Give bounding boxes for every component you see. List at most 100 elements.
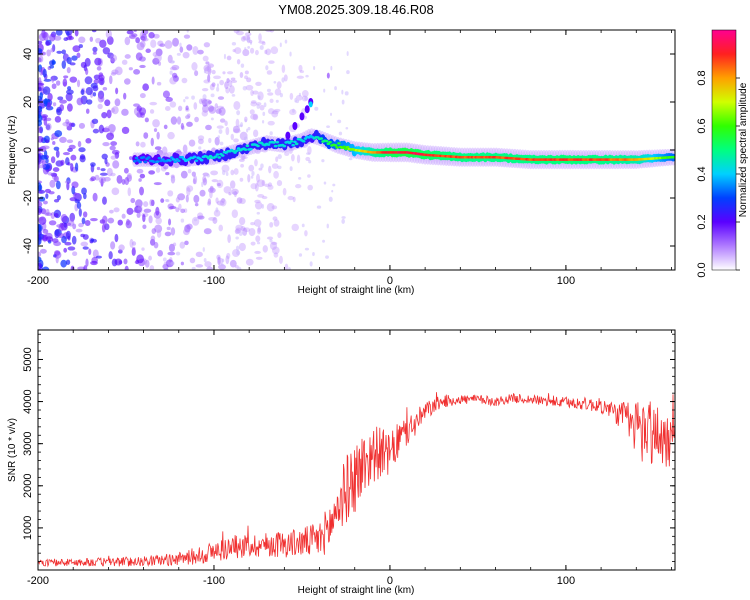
- spectrogram-noise-blob: [38, 127, 43, 133]
- spectrogram-noise-blob: [54, 130, 63, 137]
- spectrogram-noise-blob: [139, 107, 147, 116]
- spectrogram-noise-blob: [203, 79, 211, 84]
- spectrogram-noise-blob: [162, 90, 170, 99]
- spectrogram-noise-blob: [247, 174, 251, 183]
- spectrogram-noise-blob: [51, 60, 56, 65]
- spectrogram-noise-blob: [38, 57, 42, 63]
- spectrogram-noise-blob: [287, 195, 294, 201]
- spectrogram-noise-blob: [81, 217, 86, 225]
- spectrogram-y-tick-label: 0: [22, 147, 34, 153]
- spectrogram-noise-blob: [282, 187, 287, 196]
- spectrogram-noise-blob: [169, 205, 177, 210]
- spectrogram-noise-blob: [225, 255, 230, 265]
- spectrogram-noise-blob: [208, 137, 212, 144]
- spectrogram-noise-blob: [92, 51, 97, 55]
- spectrogram-noise-blob: [292, 108, 295, 113]
- spectrogram-noise-blob: [149, 109, 155, 114]
- spectrogram-x-tick-label: 100: [557, 275, 575, 287]
- spectrogram-noise-blob: [100, 168, 106, 172]
- spectrogram-noise-blob: [169, 101, 177, 108]
- spectrogram-noise-blob: [114, 233, 119, 243]
- spectrogram-noise-blob: [115, 87, 119, 95]
- spectrogram-noise-blob: [242, 48, 250, 57]
- spectrogram-noise-blob: [226, 71, 234, 75]
- spectrogram-noise-blob: [213, 209, 221, 217]
- spectrogram-noise-blob: [175, 207, 180, 213]
- spectrogram-noise-blob: [203, 228, 212, 235]
- spectrogram-noise-blob: [124, 54, 131, 59]
- spectrogram-noise-blob: [232, 125, 240, 133]
- spectrogram-noise-blob: [281, 77, 285, 83]
- spectrogram-noise-blob: [236, 30, 244, 36]
- spectrogram-noise-blob: [172, 75, 179, 82]
- spectrogram-noise-blob: [164, 198, 169, 202]
- spectrogram-y-tick-label: -40: [22, 238, 34, 254]
- spectrogram-noise-blob: [106, 167, 113, 177]
- spectrogram-noise-blob: [143, 132, 149, 139]
- spectrogram-noise-blob: [106, 132, 115, 141]
- spectrogram-noise-blob: [291, 153, 295, 162]
- spectrogram-noise-blob: [168, 218, 172, 226]
- spectrogram-noise-blob: [40, 114, 49, 119]
- spectrogram-noise-blob: [150, 39, 157, 48]
- spectrogram-noise-blob: [221, 197, 226, 204]
- spectrogram-noise-blob: [64, 241, 72, 246]
- spectrogram-noise-blob: [47, 93, 53, 102]
- spectrogram-noise-blob: [91, 118, 99, 125]
- spectrogram-noise-blob: [38, 105, 43, 110]
- spectrogram-noise-blob: [291, 223, 299, 232]
- spectrogram-noise-blob: [123, 258, 128, 265]
- spectrogram-noise-blob: [274, 88, 282, 96]
- spectrogram-noise-blob: [262, 111, 266, 117]
- spectrogram-noise-blob: [56, 194, 61, 201]
- snr-y-tick-label: 2000: [22, 474, 34, 498]
- spectrogram-noise-blob: [154, 224, 163, 233]
- spectrogram-noise-blob: [267, 108, 275, 115]
- spectrogram-noise-blob: [230, 77, 236, 81]
- spectrogram-noise-blob: [45, 41, 50, 47]
- spectrogram-noise-blob: [229, 180, 236, 189]
- spectrogram-noise-blob: [104, 126, 111, 133]
- spectrogram-noise-blob: [167, 131, 175, 140]
- spectrogram-noise-blob: [183, 34, 191, 39]
- spectrogram-noise-blob: [142, 224, 147, 230]
- spectrogram-noise-blob: [238, 231, 243, 237]
- spectrogram-noise-blob: [121, 59, 128, 65]
- spectrogram-noise-blob: [323, 181, 327, 185]
- spectrogram-noise-blob: [99, 39, 107, 49]
- spectrogram-noise-blob: [265, 65, 269, 71]
- spectrogram-noise-blob: [102, 141, 110, 147]
- spectrogram-noise-blob: [53, 35, 62, 41]
- spectrogram-noise-blob: [294, 97, 297, 103]
- ridge-core: [157, 156, 162, 160]
- spectrogram-noise-blob: [62, 78, 68, 87]
- snr-y-axis-label: SNR (10 * v/v): [7, 418, 18, 482]
- spectrogram-noise-blob: [267, 92, 274, 96]
- spectrogram-noise-blob: [85, 258, 89, 267]
- spectrogram-y-tick-label: 40: [22, 48, 34, 60]
- spectrogram-noise-blob: [38, 231, 42, 236]
- ridge-core: [337, 142, 341, 145]
- spectrogram-noise-blob: [53, 254, 57, 258]
- spectrogram-noise-blob: [232, 191, 236, 195]
- spectrogram-noise-blob: [305, 156, 311, 162]
- spectrogram-noise-blob: [38, 237, 42, 246]
- spectrogram-noise-blob: [237, 266, 242, 270]
- spectrogram-noise-blob: [197, 135, 205, 141]
- spectrogram-noise-blob: [110, 155, 117, 160]
- spectrogram-noise-blob: [254, 49, 259, 56]
- spectrogram-noise-blob: [106, 36, 114, 45]
- spectrogram-noise-blob: [127, 187, 132, 197]
- spectrogram-noise-blob: [38, 87, 42, 91]
- spectrogram-noise-blob: [72, 251, 78, 257]
- spectrogram-noise-blob: [240, 122, 244, 128]
- spectrogram-noise-blob: [50, 156, 56, 164]
- spectrogram-noise-blob: [101, 223, 106, 233]
- ridge-core: [213, 155, 218, 158]
- spectrogram-noise-blob: [156, 81, 162, 86]
- spectrogram-noise-blob: [233, 168, 239, 175]
- spectrogram-noise-blob: [124, 265, 129, 270]
- spectrogram-noise-blob: [75, 228, 83, 233]
- ridge-core: [256, 144, 260, 148]
- spectrogram-noise-blob: [266, 88, 271, 93]
